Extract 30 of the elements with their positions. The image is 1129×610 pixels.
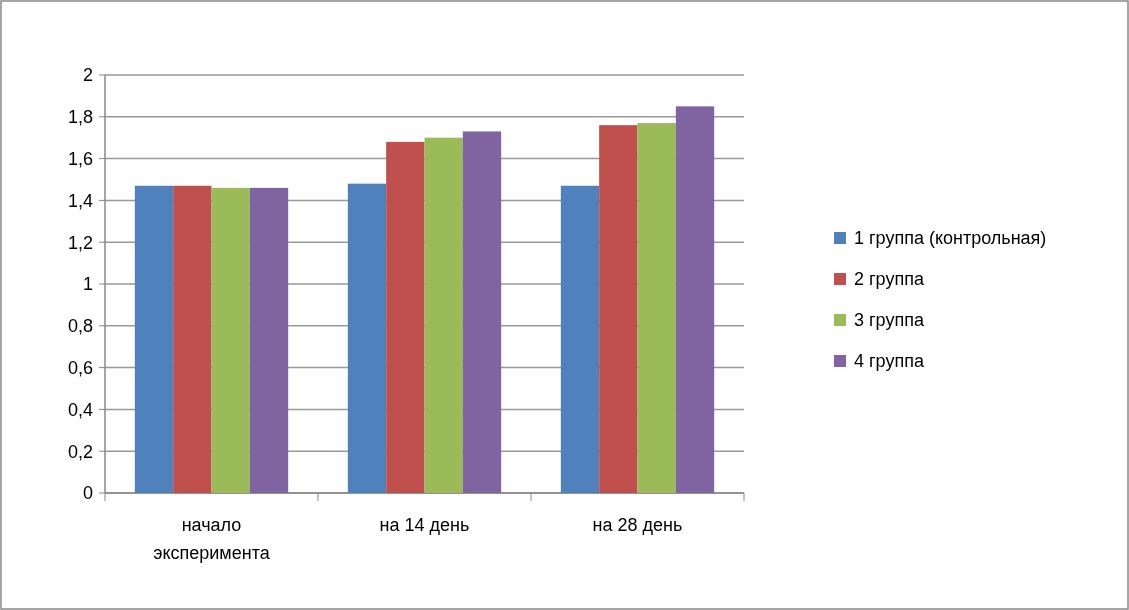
bar xyxy=(173,185,212,493)
bar xyxy=(211,187,250,493)
y-tick-label: 0,4 xyxy=(67,399,93,420)
legend-label: 2 группа xyxy=(854,269,925,290)
bar xyxy=(462,131,502,493)
y-tick-label: 1,4 xyxy=(67,190,93,211)
bar xyxy=(386,141,425,493)
x-tick-label: начало эксперимента xyxy=(153,515,271,563)
bar xyxy=(637,123,676,493)
legend-label: 1 группа (контрольная) xyxy=(854,228,1047,249)
y-tick-label: 1,8 xyxy=(67,107,93,128)
y-tick-label: 0,2 xyxy=(67,441,93,462)
bar xyxy=(599,125,638,493)
x-tick-label: на 28 день xyxy=(592,515,683,535)
y-tick-label: 1,2 xyxy=(67,232,93,253)
y-tick-label: 1 xyxy=(82,274,93,295)
bar xyxy=(424,137,463,493)
bar xyxy=(675,106,715,493)
bar xyxy=(249,187,289,493)
bar xyxy=(560,185,600,493)
bar xyxy=(134,185,174,493)
x-tick-label: на 14 день xyxy=(379,515,470,535)
y-tick-label: 0 xyxy=(82,483,93,504)
y-tick-label: 2 xyxy=(82,65,93,86)
legend-label: 3 группа xyxy=(854,310,925,331)
bar xyxy=(347,183,387,493)
legend-label: 4 группа xyxy=(854,351,925,372)
y-tick-label: 1,6 xyxy=(67,148,93,169)
y-tick-label: 0,6 xyxy=(67,357,93,378)
y-tick-label: 0,8 xyxy=(67,316,93,337)
